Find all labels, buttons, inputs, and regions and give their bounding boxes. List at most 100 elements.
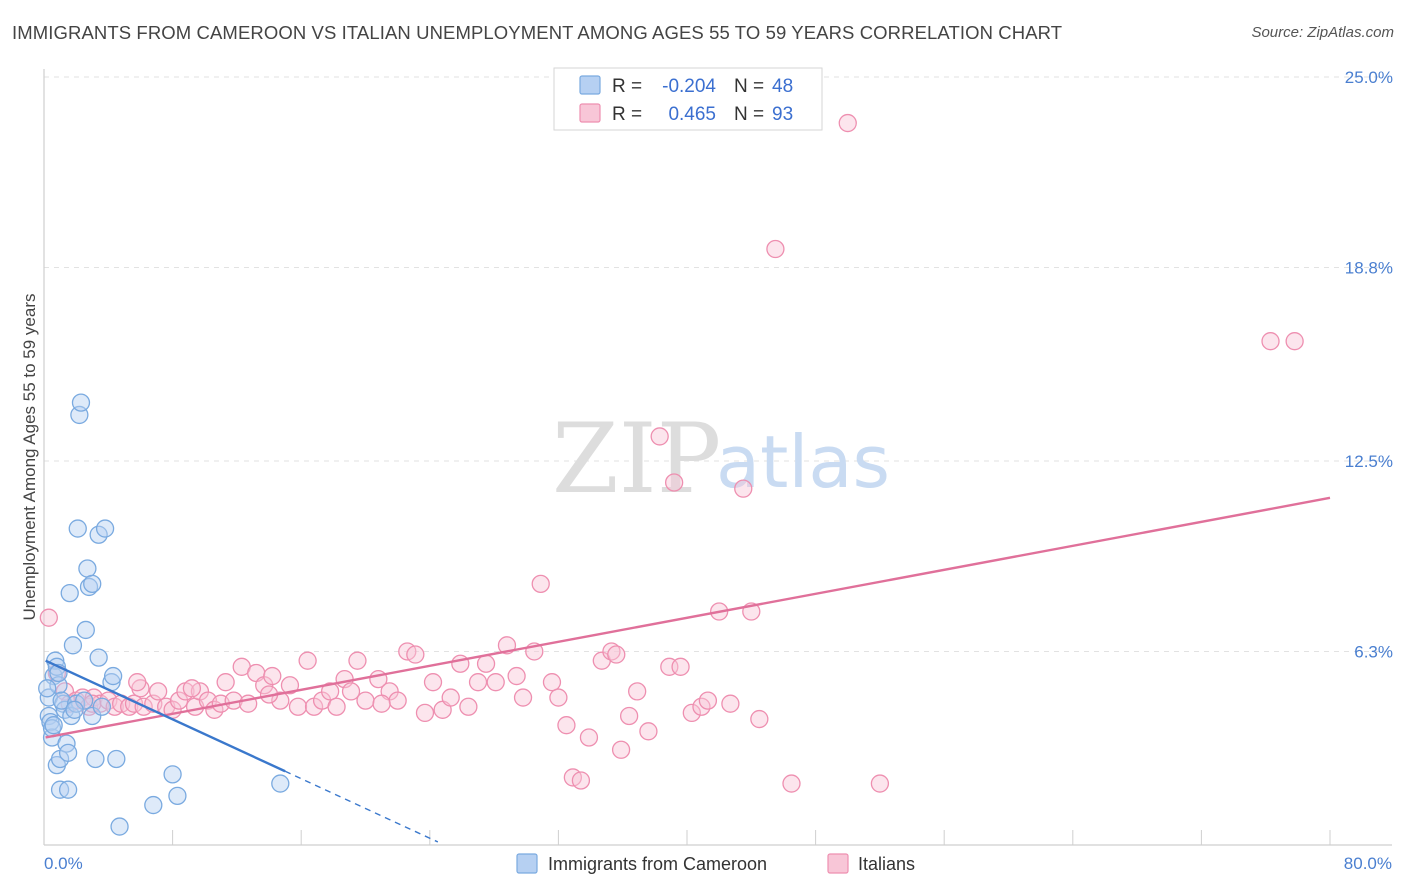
bottom-legend-label-cameroon: Immigrants from Cameroon bbox=[548, 854, 767, 874]
series-legend: Immigrants from Cameroon Italians bbox=[516, 853, 915, 874]
italians-point bbox=[782, 774, 801, 793]
italians-point bbox=[459, 697, 478, 716]
cameroon-point bbox=[57, 734, 76, 753]
italians-point bbox=[507, 666, 526, 686]
cameroon-point bbox=[144, 795, 163, 815]
y-tick-label: 18.8% bbox=[1345, 258, 1393, 277]
y-tick-label: 6.3% bbox=[1354, 642, 1393, 661]
cameroon-point bbox=[95, 519, 115, 538]
cameroon-point bbox=[63, 636, 83, 655]
watermark-atlas: atlas bbox=[716, 420, 890, 504]
italians-trend-line bbox=[45, 496, 1331, 739]
legend-n-label-cameroon: N = bbox=[734, 76, 764, 97]
y-tick-labels: 6.3% 12.5% 18.8% 25.0% bbox=[1345, 68, 1393, 661]
italians-point bbox=[611, 740, 631, 759]
bottom-legend-swatch-italians bbox=[827, 853, 849, 874]
italians-point bbox=[531, 574, 550, 594]
italians-point bbox=[356, 691, 375, 710]
italians-point bbox=[750, 709, 769, 729]
italians-point bbox=[298, 651, 317, 670]
italians-point bbox=[372, 694, 391, 713]
italians-point bbox=[169, 691, 189, 710]
x-tick-label-min: 0.0% bbox=[44, 854, 83, 873]
italians-point bbox=[557, 716, 576, 735]
italians-point bbox=[734, 479, 753, 498]
italians-point bbox=[698, 691, 718, 710]
legend-r-value-italians: 0.465 bbox=[668, 104, 716, 125]
italians-point bbox=[441, 688, 460, 707]
italians-point bbox=[128, 673, 147, 692]
chart-source: Source: ZipAtlas.com bbox=[1251, 24, 1394, 41]
cameroon-point bbox=[86, 749, 105, 769]
italians-point bbox=[263, 666, 282, 686]
italians-point bbox=[619, 706, 639, 726]
x-tick-marks bbox=[172, 830, 1331, 845]
italians-point bbox=[650, 427, 669, 446]
italians-point bbox=[271, 691, 290, 710]
italians-point bbox=[423, 673, 443, 692]
italians-point bbox=[348, 651, 367, 670]
italians-point bbox=[870, 774, 890, 793]
italians-point bbox=[628, 682, 647, 701]
cameroon-point bbox=[65, 700, 84, 719]
cameroon-trend-extension bbox=[284, 770, 439, 843]
legend-r-label-italians: R = bbox=[612, 104, 642, 125]
cameroon-point bbox=[75, 691, 94, 710]
cameroon-point bbox=[78, 559, 97, 578]
watermark-zip: ZIP bbox=[552, 403, 721, 515]
italians-point bbox=[542, 673, 562, 692]
cameroon-point bbox=[83, 574, 102, 594]
italians-point bbox=[664, 473, 684, 492]
stats-legend: R = -0.204 N = 48 R = 0.465 N = 93 bbox=[553, 67, 823, 131]
italians-point bbox=[406, 645, 425, 664]
italians-point bbox=[639, 722, 658, 741]
italians-point bbox=[766, 239, 785, 259]
legend-r-value-cameroon: -0.204 bbox=[662, 76, 716, 97]
cameroon-point bbox=[168, 786, 187, 805]
cameroon-point bbox=[60, 583, 79, 603]
italians-point bbox=[1261, 332, 1280, 351]
italians-point bbox=[1285, 332, 1304, 351]
y-tick-label: 25.0% bbox=[1345, 68, 1393, 87]
cameroon-point bbox=[76, 620, 95, 640]
italians-point bbox=[838, 113, 857, 133]
italians-point bbox=[682, 703, 701, 723]
italians-point bbox=[39, 608, 58, 627]
italians-point bbox=[327, 697, 346, 716]
cameroon-point bbox=[107, 749, 126, 769]
y-axis-label: Unemployment Among Ages 55 to 59 years bbox=[20, 294, 39, 621]
italians-point bbox=[486, 673, 505, 692]
italians-point bbox=[415, 703, 435, 723]
cameroon-point bbox=[103, 666, 123, 686]
italians-point bbox=[571, 771, 591, 790]
bottom-legend-label-italians: Italians bbox=[858, 854, 915, 874]
italians-point bbox=[388, 691, 407, 710]
x-tick-label-max: 80.0% bbox=[1344, 854, 1392, 873]
italians-point bbox=[182, 679, 202, 698]
italians-point bbox=[671, 657, 690, 676]
italians-point bbox=[148, 682, 168, 701]
cameroon-point bbox=[41, 712, 60, 732]
italians-point bbox=[549, 688, 568, 707]
legend-r-label-cameroon: R = bbox=[612, 76, 642, 97]
cameroon-point bbox=[110, 817, 129, 836]
italians-point bbox=[216, 673, 235, 692]
cameroon-point bbox=[58, 743, 78, 762]
italians-point bbox=[579, 728, 599, 747]
trend-lines bbox=[45, 496, 1331, 843]
legend-n-value-italians: 93 bbox=[772, 104, 793, 125]
italians-point bbox=[607, 645, 626, 664]
cameroon-point bbox=[71, 393, 91, 412]
chart-title: IMMIGRANTS FROM CAMEROON VS ITALIAN UNEM… bbox=[12, 22, 1063, 43]
y-tick-label: 12.5% bbox=[1345, 452, 1393, 471]
watermark: ZIP atlas bbox=[552, 403, 890, 515]
italians-point bbox=[320, 682, 340, 701]
legend-swatch-cameroon bbox=[579, 75, 601, 95]
cameroon-point bbox=[92, 697, 112, 716]
cameroon-point bbox=[38, 679, 57, 698]
cameroon-point bbox=[52, 691, 71, 710]
cameroon-point bbox=[89, 648, 108, 667]
cameroon-points bbox=[38, 393, 290, 836]
cameroon-point bbox=[163, 765, 182, 784]
